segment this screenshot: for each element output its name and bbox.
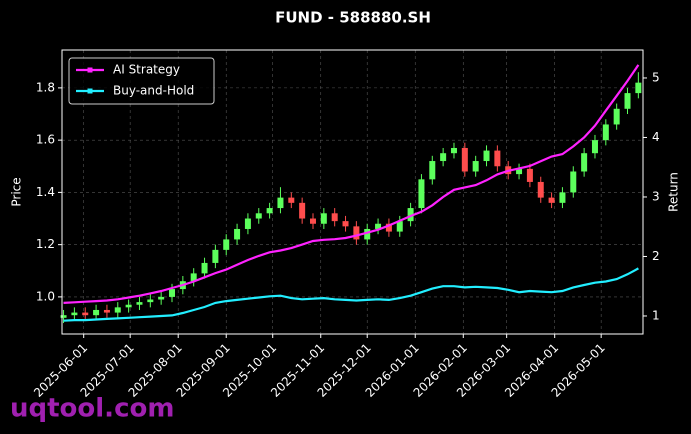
y2-tick-label: 5: [652, 70, 660, 84]
candle-body: [375, 223, 382, 229]
candle-body: [581, 153, 588, 172]
candle-body: [255, 213, 262, 219]
y-tick-label: 1.8: [36, 80, 55, 94]
candle-body: [418, 179, 425, 209]
y2-tick-label: 1: [652, 308, 660, 322]
candle-body: [147, 299, 154, 303]
candle-body: [537, 181, 544, 198]
candle-body: [223, 239, 230, 250]
candle-body: [71, 312, 78, 316]
candle-body: [82, 312, 89, 316]
candle-body: [299, 202, 306, 219]
candle-body: [136, 302, 143, 305]
candle-body: [125, 304, 132, 308]
candle-body: [613, 108, 620, 125]
series-line: [63, 267, 639, 322]
candle-body: [277, 197, 284, 209]
candle-body: [591, 140, 598, 154]
y2-tick-label: 4: [652, 130, 660, 144]
candle-body: [331, 213, 338, 222]
candle-body: [548, 197, 555, 203]
candle-body: [483, 150, 490, 162]
y2-tick-label: 2: [652, 249, 660, 263]
candle-body: [93, 309, 100, 316]
candle-body: [212, 249, 219, 263]
candle-body: [396, 221, 403, 232]
watermark: uqtool.com: [10, 394, 174, 424]
candle-body: [234, 228, 241, 240]
y2-axis-label: Return: [667, 172, 681, 212]
series-line: [63, 64, 640, 304]
candle-body: [353, 226, 360, 240]
candle-body: [169, 289, 176, 297]
legend-label: Buy-and-Hold: [113, 84, 194, 98]
candle-body: [472, 161, 479, 172]
plot-frame: [61, 49, 644, 335]
legend-marker: [87, 88, 93, 94]
legend-box: [68, 57, 215, 105]
candle-body: [342, 221, 349, 227]
candle-body: [526, 168, 533, 182]
candle-body: [429, 161, 436, 180]
candle-body: [288, 197, 295, 203]
candle-body: [635, 82, 642, 94]
candle-body: [266, 208, 273, 214]
candle-body: [60, 315, 67, 318]
candle-body: [494, 150, 501, 167]
candle-body: [103, 309, 110, 313]
y2-tick-label: 3: [652, 189, 660, 203]
candle-body: [461, 147, 468, 172]
candle-body: [201, 262, 208, 274]
y-axis-label: Price: [10, 177, 24, 206]
candle-body: [190, 273, 197, 282]
candle-body: [440, 153, 447, 162]
candle-body: [407, 208, 414, 222]
candle-body: [320, 213, 327, 224]
candle-body: [570, 171, 577, 193]
y-tick-label: 1.2: [36, 237, 55, 251]
candle-body: [114, 307, 121, 313]
candle-body: [559, 192, 566, 203]
y-tick-label: 1.6: [36, 133, 55, 147]
candle-body: [244, 218, 251, 229]
candle-body: [364, 228, 371, 240]
candle-body: [385, 223, 392, 232]
y-tick-label: 1.4: [36, 185, 55, 199]
candle-body: [158, 296, 165, 300]
legend-marker: [87, 67, 93, 73]
candle-body: [309, 218, 316, 224]
candle-body: [624, 93, 631, 109]
candle-body: [602, 124, 609, 141]
candle-body: [516, 168, 523, 175]
candle-body: [450, 147, 457, 154]
y-tick-label: 1.0: [36, 289, 55, 303]
legend-label: AI Strategy: [113, 63, 180, 77]
chart-title: FUND - 588880.SH: [275, 9, 431, 27]
legend: AI Strategy Buy-and-Hold: [68, 57, 215, 105]
